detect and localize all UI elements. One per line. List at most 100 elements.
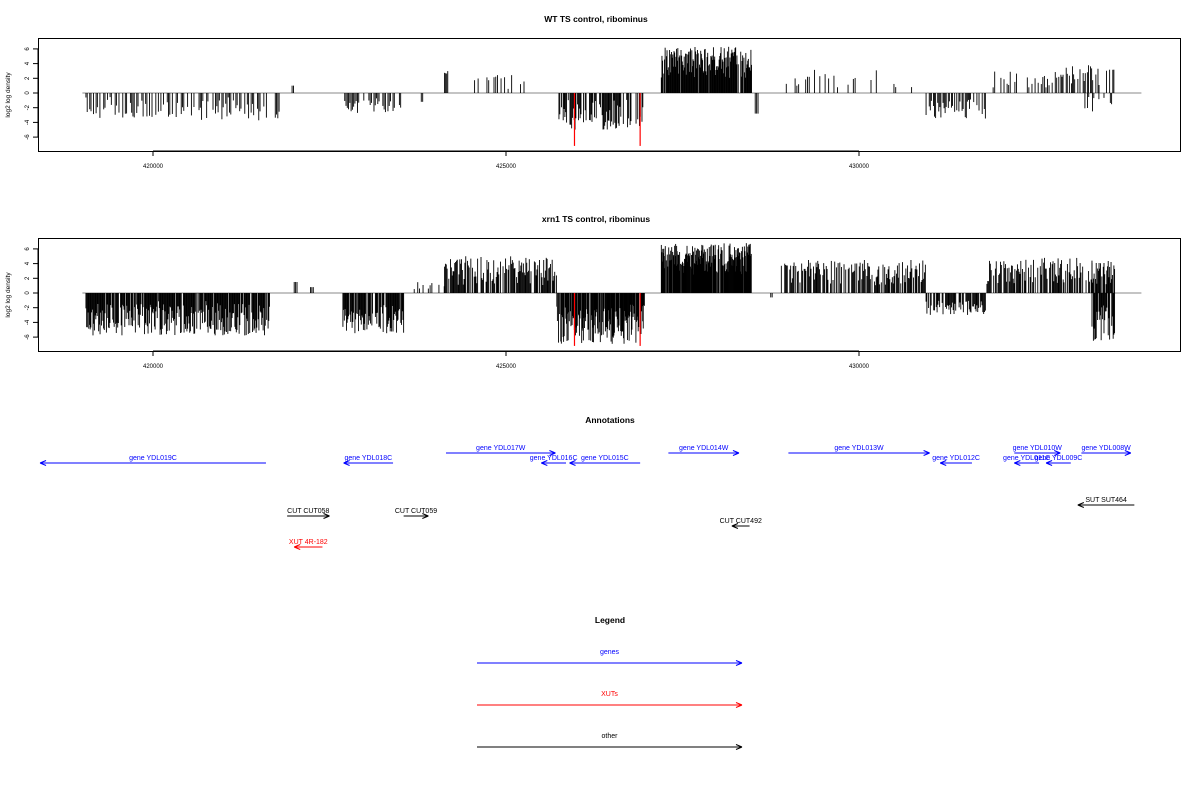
arrow-head <box>343 460 350 464</box>
annotation-feature: gene YDL012C <box>932 455 980 466</box>
y-tick-label: -2 <box>25 104 31 110</box>
arrow-head <box>1054 450 1061 454</box>
annotation-features: gene YDL019C gene YDL018C gene YDL017W gene… <box>39 445 1135 550</box>
feature-label: gene YDL008W <box>1081 445 1131 452</box>
feature-label: gene YDL011C <box>1003 455 1050 462</box>
y-tick-label: 4 <box>25 261 31 265</box>
legend-label: genes <box>600 649 620 656</box>
annotation-feature: gene YDL016C <box>530 455 578 466</box>
feature-label: gene YDL013W <box>834 445 884 452</box>
y-tick-label: 0 <box>25 291 31 295</box>
arrow-head <box>39 460 47 464</box>
annotation-feature: gene YDL010W <box>1013 445 1062 456</box>
y-tick-label: -4 <box>25 319 31 325</box>
y-tick-label: 6 <box>25 47 31 51</box>
annotation-feature: gene YDL015C <box>569 455 641 466</box>
annotation-feature: CUT CUT492 <box>720 518 762 529</box>
annotation-feature: gene YDL009C <box>1035 455 1083 466</box>
arrow-head <box>323 515 330 519</box>
xrn1-data-marks <box>82 243 1142 346</box>
annotation-feature: gene YDL019C <box>39 455 266 466</box>
xrn1-y-axis-label: log2 log density <box>5 272 12 318</box>
arrow-head <box>343 462 350 466</box>
legend-item: XUTs <box>477 691 743 708</box>
y-tick-label: -2 <box>25 304 31 310</box>
xrn1-panel: xrn1 TS control, ribominus log2 log dens… <box>5 214 1181 370</box>
arrow-head <box>39 462 47 466</box>
arrow-head <box>1077 504 1085 508</box>
wt-data-marks <box>82 46 1142 146</box>
arrow-head <box>422 513 429 517</box>
annotation-feature: gene YDL018C <box>343 455 394 466</box>
y-tick-label: 6 <box>25 247 31 251</box>
annotations-track: Annotations gene YDL019C gene YDL018Cgene… <box>39 415 1135 550</box>
feature-label: CUT CUT058 <box>287 508 329 515</box>
arrow-head <box>735 746 743 750</box>
arrow-head <box>569 462 576 466</box>
legend: Legend genes XUTs other <box>477 615 743 750</box>
annotation-feature: gene YDL017W <box>445 445 556 456</box>
y-tick-label: 2 <box>25 76 31 80</box>
arrow-head <box>735 662 743 666</box>
y-tick-label: 4 <box>25 61 31 65</box>
legend-items: genes XUTs other <box>477 649 743 750</box>
arrow-head <box>731 523 739 527</box>
feature-label: CUT CUT492 <box>720 518 762 525</box>
legend-item: genes <box>477 649 743 666</box>
x-tick-label: 425000 <box>496 164 517 170</box>
arrow-head <box>1045 460 1053 464</box>
arrow-head <box>939 462 947 466</box>
annotation-feature: CUT CUT059 <box>395 508 437 519</box>
annotation-feature: XUT 4R-182 <box>289 539 328 550</box>
arrow-head <box>294 546 301 550</box>
feature-label: gene YDL014W <box>679 445 729 452</box>
arrow-head <box>549 450 556 454</box>
arrow-head <box>422 515 429 519</box>
feature-label: XUT 4R-182 <box>289 539 328 546</box>
y-tick-label: -6 <box>25 134 31 140</box>
annotation-feature: gene YDL014W <box>668 445 740 456</box>
arrow-head <box>294 544 301 548</box>
legend-label: other <box>602 733 619 740</box>
annotation-feature: gene YDL013W <box>788 445 930 456</box>
feature-label: gene YDL019C <box>129 455 177 462</box>
wt-axes: -6 -4 -2 0 2 4 6 420000 425000 430000 <box>25 47 870 170</box>
arrow-head <box>923 452 930 456</box>
annotation-feature: gene YDL008W <box>1081 445 1131 456</box>
wt-panel-title: WT TS control, ribominus <box>544 14 648 24</box>
y-tick-label: -6 <box>25 334 31 340</box>
y-tick-label: -4 <box>25 119 31 125</box>
arrow-head <box>735 702 743 706</box>
arrow-head <box>731 525 739 529</box>
arrow-head <box>569 460 576 464</box>
x-tick-label: 420000 <box>143 164 164 170</box>
arrow-head <box>1054 452 1061 456</box>
arrow-head <box>1045 462 1053 466</box>
x-tick-label: 430000 <box>849 164 870 170</box>
xrn1-panel-title: xrn1 TS control, ribominus <box>542 214 650 224</box>
arrow-head <box>1124 452 1132 456</box>
legend-item: other <box>477 733 743 750</box>
arrow-head <box>735 744 743 748</box>
x-tick-label: 430000 <box>849 364 870 370</box>
wt-panel: WT TS control, ribominus log2 log densit… <box>5 14 1181 170</box>
feature-label: gene YDL017W <box>476 445 526 452</box>
arrow-head <box>549 452 556 456</box>
y-tick-label: 0 <box>25 91 31 95</box>
arrow-head <box>732 450 740 454</box>
annotations-title: Annotations <box>585 415 635 425</box>
feature-label: CUT CUT059 <box>395 508 437 515</box>
arrow-head <box>735 704 743 708</box>
arrow-head <box>1014 462 1021 466</box>
x-tick-label: 420000 <box>143 364 164 370</box>
feature-label: gene YDL012C <box>932 455 980 462</box>
y-tick-label: 2 <box>25 276 31 280</box>
feature-label: SUT SUT464 <box>1085 497 1127 504</box>
feature-label: gene YDL009C <box>1035 455 1083 462</box>
annotation-feature: SUT SUT464 <box>1077 497 1135 508</box>
annotation-feature: CUT CUT058 <box>287 508 330 519</box>
feature-label: gene YDL018C <box>344 455 392 462</box>
arrow-head <box>1014 460 1021 464</box>
x-tick-label: 425000 <box>496 364 517 370</box>
